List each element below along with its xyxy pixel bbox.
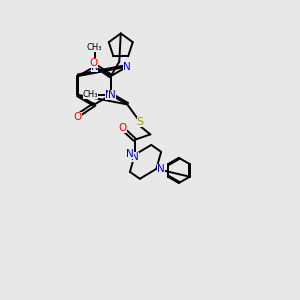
Text: O: O [73, 112, 82, 122]
Text: O: O [90, 58, 98, 68]
Text: CH₃: CH₃ [87, 43, 102, 52]
Text: S: S [136, 117, 144, 128]
Text: N: N [91, 61, 98, 72]
Text: N: N [131, 152, 139, 162]
Text: O: O [118, 123, 127, 133]
Text: N: N [123, 61, 131, 72]
Text: N: N [106, 90, 113, 100]
Text: N: N [126, 149, 134, 159]
Text: CH₃: CH₃ [83, 90, 98, 99]
Text: N: N [157, 164, 165, 175]
Text: N: N [109, 90, 116, 100]
